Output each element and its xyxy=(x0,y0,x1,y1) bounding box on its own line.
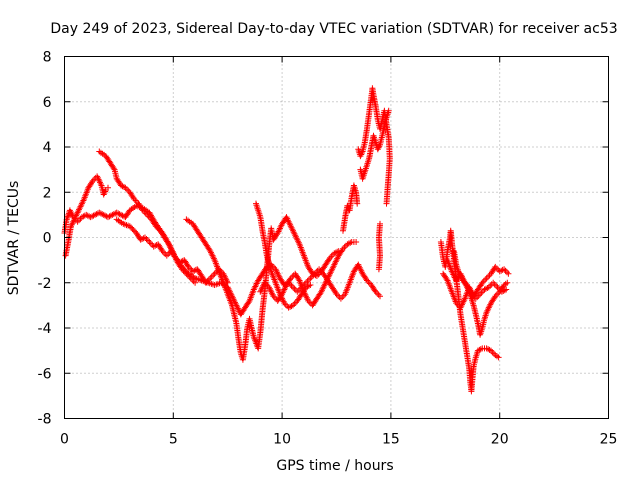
grid xyxy=(64,56,609,419)
y-tick-label: -6 xyxy=(38,366,52,382)
y-tick-label: 6 xyxy=(43,95,52,111)
x-tick-label: 25 xyxy=(600,432,618,448)
y-tick-label: -8 xyxy=(38,412,52,428)
data-series-track-o xyxy=(451,248,510,302)
x-tick-label: 0 xyxy=(60,432,69,448)
data-series-track-g xyxy=(253,200,314,311)
x-tick-label: 20 xyxy=(491,432,509,448)
y-tick-label: -4 xyxy=(38,321,52,337)
data-series-track-k xyxy=(375,220,383,273)
x-tick-label: 15 xyxy=(382,432,400,448)
y-tick-label: 2 xyxy=(43,185,52,201)
y-tick-label: 4 xyxy=(43,140,52,156)
x-tick-label: 10 xyxy=(273,432,291,448)
data-series-track-j xyxy=(357,107,392,182)
y-tick-label: 0 xyxy=(43,231,52,247)
data-series-track-i xyxy=(355,85,393,207)
data-series-track-e xyxy=(183,214,342,363)
data-series-track-b xyxy=(62,173,111,259)
y-tick-label: 8 xyxy=(43,50,52,66)
y-tick-label: -2 xyxy=(38,276,52,292)
x-tick-label: 5 xyxy=(169,432,178,448)
y-axis-label: SDTVAR / TECUs xyxy=(6,181,22,296)
axis-ticks: 0 5 10 15 20 25 -8 -6 -4 -2 0 2 4 6 8 xyxy=(38,50,618,448)
x-axis-label: GPS time / hours xyxy=(276,458,393,474)
chart-title: Day 249 of 2023, Sidereal Day-to-day VTE… xyxy=(50,21,617,37)
data-series-track-h xyxy=(340,182,361,234)
